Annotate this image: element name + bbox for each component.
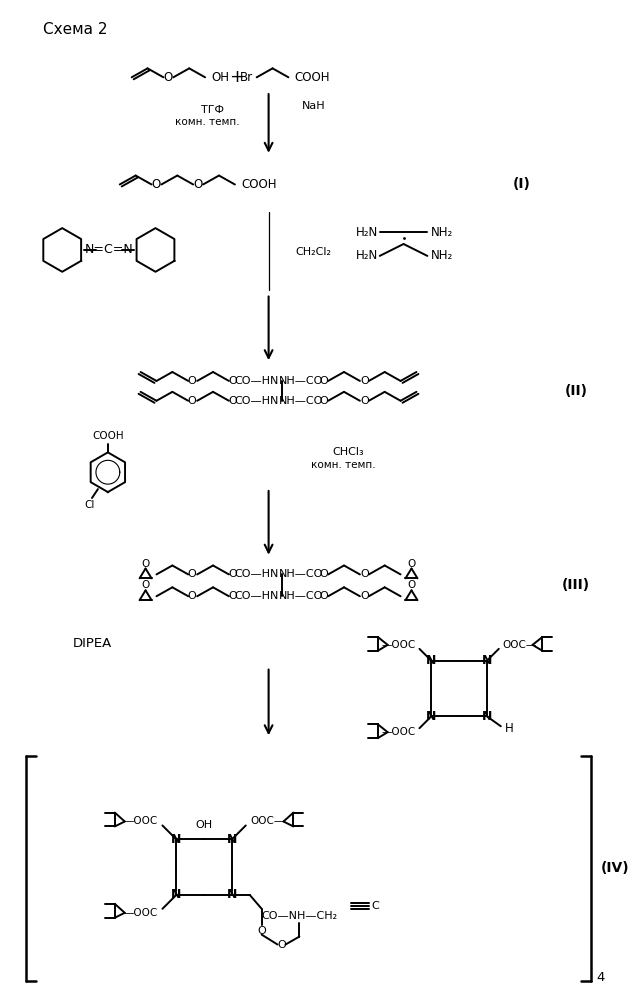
Text: O: O [360, 376, 369, 386]
Text: —OOC: —OOC [123, 816, 158, 826]
Text: N: N [171, 888, 182, 901]
Text: N: N [426, 654, 437, 667]
Text: Схема 2: Схема 2 [44, 22, 108, 37]
Text: C: C [371, 901, 379, 911]
Text: N: N [481, 654, 492, 667]
Text: N: N [481, 710, 492, 723]
Text: OOC—: OOC— [503, 640, 537, 650]
Text: H: H [505, 722, 514, 735]
Text: O: O [320, 376, 329, 386]
Text: O: O [152, 178, 161, 191]
Text: ТГФ: ТГФ [201, 105, 223, 115]
Text: O: O [277, 940, 286, 950]
Text: N: N [227, 833, 237, 846]
Text: COOH: COOH [295, 71, 330, 84]
Text: NH—CO: NH—CO [278, 591, 323, 601]
Text: O: O [194, 178, 203, 191]
Text: CO—HN: CO—HN [234, 376, 278, 386]
Text: O: O [141, 580, 150, 590]
Text: 4: 4 [597, 971, 605, 984]
Text: O: O [188, 396, 197, 406]
Text: COOH: COOH [92, 431, 124, 441]
Text: N: N [426, 710, 437, 723]
Text: O: O [320, 569, 329, 579]
Text: NH₂: NH₂ [432, 249, 454, 262]
Text: O: O [320, 396, 329, 406]
Text: CHCl₃: CHCl₃ [332, 447, 364, 457]
Text: O: O [360, 569, 369, 579]
Text: NH₂: NH₂ [432, 226, 454, 239]
Text: OH: OH [211, 71, 229, 84]
Text: —OOC: —OOC [381, 727, 415, 737]
Text: O: O [228, 376, 237, 386]
Text: DIPEA: DIPEA [73, 637, 112, 650]
Text: N: N [227, 888, 237, 901]
Text: +: + [229, 68, 244, 86]
Text: O: O [228, 396, 237, 406]
Text: (II): (II) [565, 384, 587, 398]
Text: COOH: COOH [242, 178, 277, 191]
Text: O: O [228, 569, 237, 579]
Text: O: O [188, 376, 197, 386]
Text: O: O [360, 396, 369, 406]
Text: O: O [188, 591, 197, 601]
Text: O: O [408, 559, 416, 569]
Text: NH—CO: NH—CO [278, 396, 323, 406]
Text: CO—HN: CO—HN [234, 569, 278, 579]
Text: Br: Br [240, 71, 253, 84]
Text: O: O [257, 926, 266, 936]
Text: —OOC: —OOC [381, 640, 415, 650]
Text: CH₂Cl₂: CH₂Cl₂ [295, 247, 331, 257]
Text: O: O [320, 591, 329, 601]
Text: O: O [408, 580, 416, 590]
Text: O: O [164, 71, 173, 84]
Text: OOC—: OOC— [251, 816, 285, 826]
Text: NH—CO: NH—CO [278, 376, 323, 386]
Text: H₂N: H₂N [355, 249, 378, 262]
Text: O: O [188, 569, 197, 579]
Text: O: O [228, 591, 237, 601]
Text: O: O [360, 591, 369, 601]
Text: N=C=N: N=C=N [85, 243, 133, 256]
Text: H₂N: H₂N [355, 226, 378, 239]
Text: (III): (III) [562, 578, 590, 592]
Text: N: N [171, 833, 182, 846]
Text: CO—HN: CO—HN [234, 396, 278, 406]
Text: комн. темп.: комн. темп. [310, 460, 375, 470]
Text: NH—CO: NH—CO [278, 569, 323, 579]
Text: NaH: NaH [302, 101, 325, 111]
Text: OH: OH [196, 820, 213, 830]
Text: комн. темп.: комн. темп. [175, 117, 239, 127]
Text: (I): (I) [513, 177, 531, 191]
Text: (IV): (IV) [601, 861, 629, 875]
Text: —OOC: —OOC [123, 908, 158, 918]
Text: CO—HN: CO—HN [234, 591, 278, 601]
Text: O: O [141, 559, 150, 569]
Text: CO—NH—CH₂: CO—NH—CH₂ [261, 911, 338, 921]
Text: Cl: Cl [85, 500, 95, 510]
